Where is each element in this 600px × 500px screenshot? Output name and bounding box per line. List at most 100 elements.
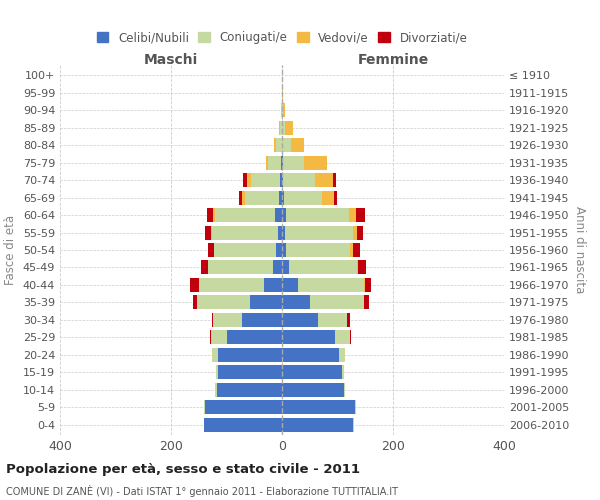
Bar: [282, 365, 342, 379]
Bar: [282, 260, 289, 274]
Bar: [355, 400, 356, 414]
Bar: [277, 243, 282, 257]
Bar: [201, 260, 208, 274]
Bar: [212, 348, 218, 362]
Bar: [353, 226, 358, 239]
Text: Popolazione per età, sesso e stato civile - 2011: Popolazione per età, sesso e stato civil…: [6, 462, 360, 475]
Y-axis label: Fasce di età: Fasce di età: [4, 215, 17, 285]
Bar: [250, 296, 282, 310]
Bar: [364, 296, 368, 310]
Bar: [282, 330, 335, 344]
Bar: [282, 418, 353, 432]
Bar: [335, 330, 350, 344]
Bar: [242, 313, 282, 327]
Bar: [282, 190, 284, 204]
Bar: [215, 208, 275, 222]
Bar: [282, 296, 310, 310]
Bar: [266, 156, 268, 170]
Bar: [334, 190, 337, 204]
Bar: [358, 226, 363, 239]
Bar: [276, 138, 282, 152]
Bar: [242, 173, 247, 187]
Bar: [190, 278, 199, 292]
Bar: [353, 243, 360, 257]
Bar: [284, 190, 322, 204]
Legend: Celibi/Nubili, Coniugati/e, Vedovi/e, Divorziati/e: Celibi/Nubili, Coniugati/e, Vedovi/e, Di…: [92, 26, 472, 49]
Bar: [350, 243, 353, 257]
Bar: [245, 190, 279, 204]
Bar: [282, 121, 285, 135]
Bar: [218, 365, 282, 379]
Bar: [286, 226, 353, 239]
Bar: [208, 260, 273, 274]
Bar: [344, 382, 345, 396]
Bar: [214, 243, 277, 257]
Bar: [213, 313, 242, 327]
Bar: [282, 278, 298, 292]
Bar: [280, 121, 282, 135]
Bar: [199, 278, 264, 292]
Bar: [264, 278, 282, 292]
Bar: [217, 382, 282, 396]
Bar: [210, 330, 211, 344]
Bar: [275, 208, 282, 222]
Bar: [213, 208, 215, 222]
Bar: [205, 400, 282, 414]
Bar: [197, 296, 250, 310]
Bar: [247, 173, 251, 187]
Bar: [282, 226, 286, 239]
Bar: [289, 260, 357, 274]
Bar: [365, 278, 371, 292]
Bar: [204, 400, 205, 414]
Bar: [216, 365, 218, 379]
Bar: [204, 418, 282, 432]
Bar: [212, 226, 278, 239]
Bar: [282, 138, 291, 152]
Bar: [206, 208, 213, 222]
Bar: [283, 104, 286, 118]
Bar: [310, 296, 364, 310]
Bar: [282, 382, 344, 396]
Bar: [215, 382, 217, 396]
Bar: [278, 226, 282, 239]
Bar: [251, 173, 280, 187]
Bar: [285, 121, 293, 135]
Bar: [283, 156, 304, 170]
Bar: [273, 260, 282, 274]
Bar: [193, 296, 197, 310]
Bar: [286, 243, 350, 257]
Bar: [282, 243, 286, 257]
Bar: [358, 260, 367, 274]
Bar: [282, 348, 338, 362]
Bar: [356, 208, 365, 222]
Bar: [282, 400, 355, 414]
Bar: [280, 173, 282, 187]
Bar: [316, 173, 333, 187]
Bar: [279, 121, 280, 135]
Bar: [212, 313, 213, 327]
Bar: [349, 208, 356, 222]
Bar: [286, 208, 349, 222]
Bar: [333, 173, 336, 187]
Bar: [322, 190, 334, 204]
Bar: [218, 348, 282, 362]
Bar: [282, 208, 286, 222]
Bar: [304, 156, 327, 170]
Bar: [342, 365, 344, 379]
Bar: [357, 260, 358, 274]
Y-axis label: Anni di nascita: Anni di nascita: [573, 206, 586, 294]
Bar: [208, 243, 214, 257]
Bar: [268, 156, 281, 170]
Bar: [291, 138, 304, 152]
Text: Femmine: Femmine: [358, 52, 428, 66]
Bar: [338, 348, 345, 362]
Bar: [282, 86, 283, 100]
Bar: [211, 330, 227, 344]
Text: Maschi: Maschi: [144, 52, 198, 66]
Bar: [298, 278, 364, 292]
Bar: [242, 190, 245, 204]
Bar: [282, 313, 318, 327]
Bar: [318, 313, 347, 327]
Bar: [283, 173, 316, 187]
Bar: [227, 330, 282, 344]
